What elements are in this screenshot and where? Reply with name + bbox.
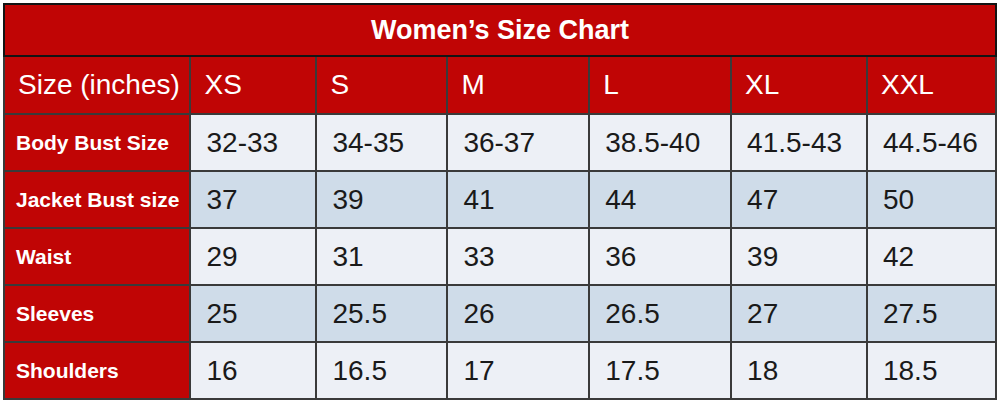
size-value-cell: 41.5-43 xyxy=(731,114,867,171)
size-value-cell: 27 xyxy=(731,285,867,342)
size-value-cell: 44 xyxy=(589,171,731,228)
size-value-cell: 47 xyxy=(731,171,867,228)
table-row-sleeves: Sleeves 25 25.5 26 26.5 27 27.5 xyxy=(4,285,996,342)
column-header-xxl: XXL xyxy=(867,56,996,114)
size-value-cell: 26 xyxy=(447,285,589,342)
size-value-cell: 36-37 xyxy=(447,114,589,171)
size-value-cell: 39 xyxy=(316,171,447,228)
size-value-cell: 32-33 xyxy=(190,114,316,171)
row-label: Waist xyxy=(4,228,190,285)
size-value-cell: 34-35 xyxy=(316,114,447,171)
column-header-m: M xyxy=(447,56,589,114)
table-row-shoulders: Shoulders 16 16.5 17 17.5 18 18.5 xyxy=(4,342,996,399)
size-value-cell: 17 xyxy=(447,342,589,399)
row-label: Jacket Bust size xyxy=(4,171,190,228)
size-chart: Women’s Size Chart Size (inches) XS S M … xyxy=(3,3,997,400)
column-header-l: L xyxy=(589,56,731,114)
size-value-cell: 17.5 xyxy=(589,342,731,399)
row-label: Sleeves xyxy=(4,285,190,342)
corner-header-cell: Size (inches) xyxy=(4,56,190,114)
column-header-s: S xyxy=(316,56,447,114)
size-value-cell: 42 xyxy=(867,228,996,285)
table-row-waist: Waist 29 31 33 36 39 42 xyxy=(4,228,996,285)
size-value-cell: 16.5 xyxy=(316,342,447,399)
size-value-cell: 41 xyxy=(447,171,589,228)
column-header-xl: XL xyxy=(731,56,867,114)
size-value-cell: 44.5-46 xyxy=(867,114,996,171)
size-value-cell: 18 xyxy=(731,342,867,399)
table-row-jacket-bust-size: Jacket Bust size 37 39 41 44 47 50 xyxy=(4,171,996,228)
size-value-cell: 25 xyxy=(190,285,316,342)
row-label: Shoulders xyxy=(4,342,190,399)
title-row: Women’s Size Chart xyxy=(4,4,996,56)
size-value-cell: 39 xyxy=(731,228,867,285)
size-value-cell: 27.5 xyxy=(867,285,996,342)
size-chart-table: Women’s Size Chart Size (inches) XS S M … xyxy=(3,3,997,400)
size-value-cell: 16 xyxy=(190,342,316,399)
size-value-cell: 18.5 xyxy=(867,342,996,399)
header-row: Size (inches) XS S M L XL XXL xyxy=(4,56,996,114)
size-value-cell: 50 xyxy=(867,171,996,228)
size-value-cell: 33 xyxy=(447,228,589,285)
size-value-cell: 25.5 xyxy=(316,285,447,342)
table-row-body-bust-size: Body Bust Size 32-33 34-35 36-37 38.5-40… xyxy=(4,114,996,171)
chart-title: Women’s Size Chart xyxy=(4,4,996,56)
size-value-cell: 37 xyxy=(190,171,316,228)
row-label: Body Bust Size xyxy=(4,114,190,171)
size-value-cell: 36 xyxy=(589,228,731,285)
column-header-xs: XS xyxy=(190,56,316,114)
size-value-cell: 26.5 xyxy=(589,285,731,342)
size-value-cell: 31 xyxy=(316,228,447,285)
size-value-cell: 29 xyxy=(190,228,316,285)
size-value-cell: 38.5-40 xyxy=(589,114,731,171)
